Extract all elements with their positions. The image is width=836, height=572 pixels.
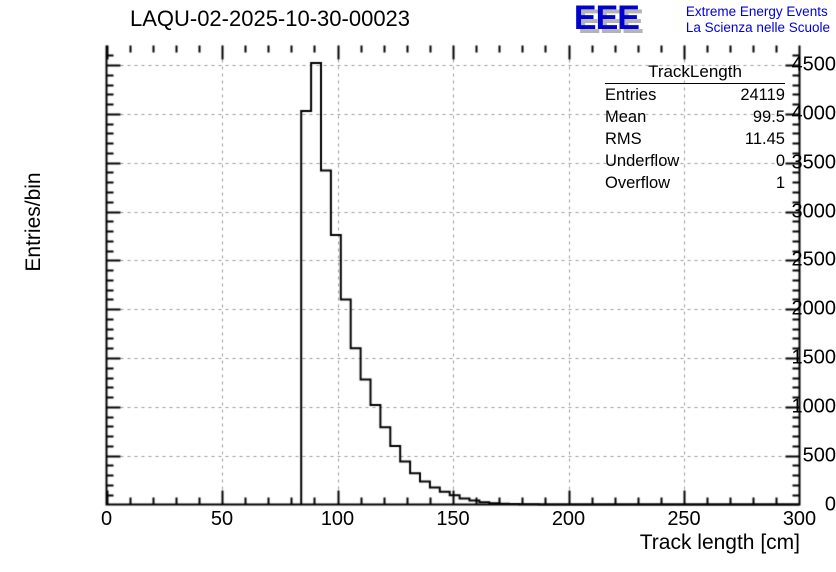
stats-row-value: 11.45: [744, 130, 785, 148]
x-tick-label: 0: [100, 508, 113, 530]
y-axis-title: Entries/bin: [22, 172, 45, 272]
eee-logo-mark: EEE EEE: [573, 0, 678, 41]
stats-row: Mean 99.5: [605, 106, 785, 128]
stats-row: Entries 24119: [605, 84, 785, 106]
stats-row-value: 0: [775, 152, 785, 170]
y-tick-label: 4500: [791, 53, 836, 76]
x-tick-label: 50: [210, 508, 234, 530]
x-tick-label: 200: [551, 508, 586, 530]
stats-row-key: Entries: [605, 86, 657, 104]
y-tick-label: 500: [802, 444, 836, 467]
y-tick-label: 1500: [791, 346, 836, 369]
stats-row: Overflow 1: [605, 172, 785, 194]
stats-row-value: 99.5: [752, 108, 785, 126]
stats-rows: Entries 24119 Mean 99.5 RMS 11.45 Underflow 0 Ov…: [605, 84, 785, 194]
stats-row-value: 1: [775, 174, 785, 192]
x-tick-label: 150: [436, 508, 470, 530]
y-tick-label: 4000: [791, 102, 836, 125]
stats-box: TrackLength Entries 24119 Mean 99.5 RMS 11.45…: [605, 62, 785, 194]
y-tick-label: 2500: [791, 248, 836, 271]
eee-logo-line2: La Scienza nelle Scuole: [685, 19, 830, 35]
stats-row-key: Underflow: [605, 152, 680, 170]
stats-row-key: Overflow: [605, 174, 671, 192]
y-tick-label: 0: [824, 493, 836, 515]
y-tick-label: 1000: [791, 395, 836, 418]
eee-logo: EEE EEE Extreme Energy Events La Scienza…: [573, 0, 830, 41]
x-tick-label: 300: [782, 508, 817, 530]
stats-row-key: Mean: [605, 108, 647, 126]
x-axis-title: Track length [cm]: [639, 531, 800, 554]
stats-row: Underflow 0: [605, 150, 785, 172]
x-tick-label: 100: [320, 508, 355, 530]
stats-title: TrackLength: [605, 62, 785, 84]
x-tick-label: 250: [667, 508, 701, 530]
page-title: LAQU-02-2025-10-30-00023: [129, 6, 411, 31]
eee-logo-line1: Extreme Energy Events: [685, 4, 828, 19]
y-tick-label: 2000: [791, 297, 836, 320]
eee-logo-mark-main: EEE: [573, 0, 640, 37]
y-tick-label: 3000: [791, 200, 836, 223]
eee-logo-mark-shadow: EEE: [577, 3, 644, 41]
stats-row-key: RMS: [605, 130, 642, 148]
eee-logo-text: Extreme Energy Events La Scienza nelle S…: [686, 3, 830, 35]
y-tick-label: 3500: [791, 151, 836, 174]
stats-row-value: 24119: [740, 86, 785, 104]
stats-row: RMS 11.45: [605, 128, 785, 150]
